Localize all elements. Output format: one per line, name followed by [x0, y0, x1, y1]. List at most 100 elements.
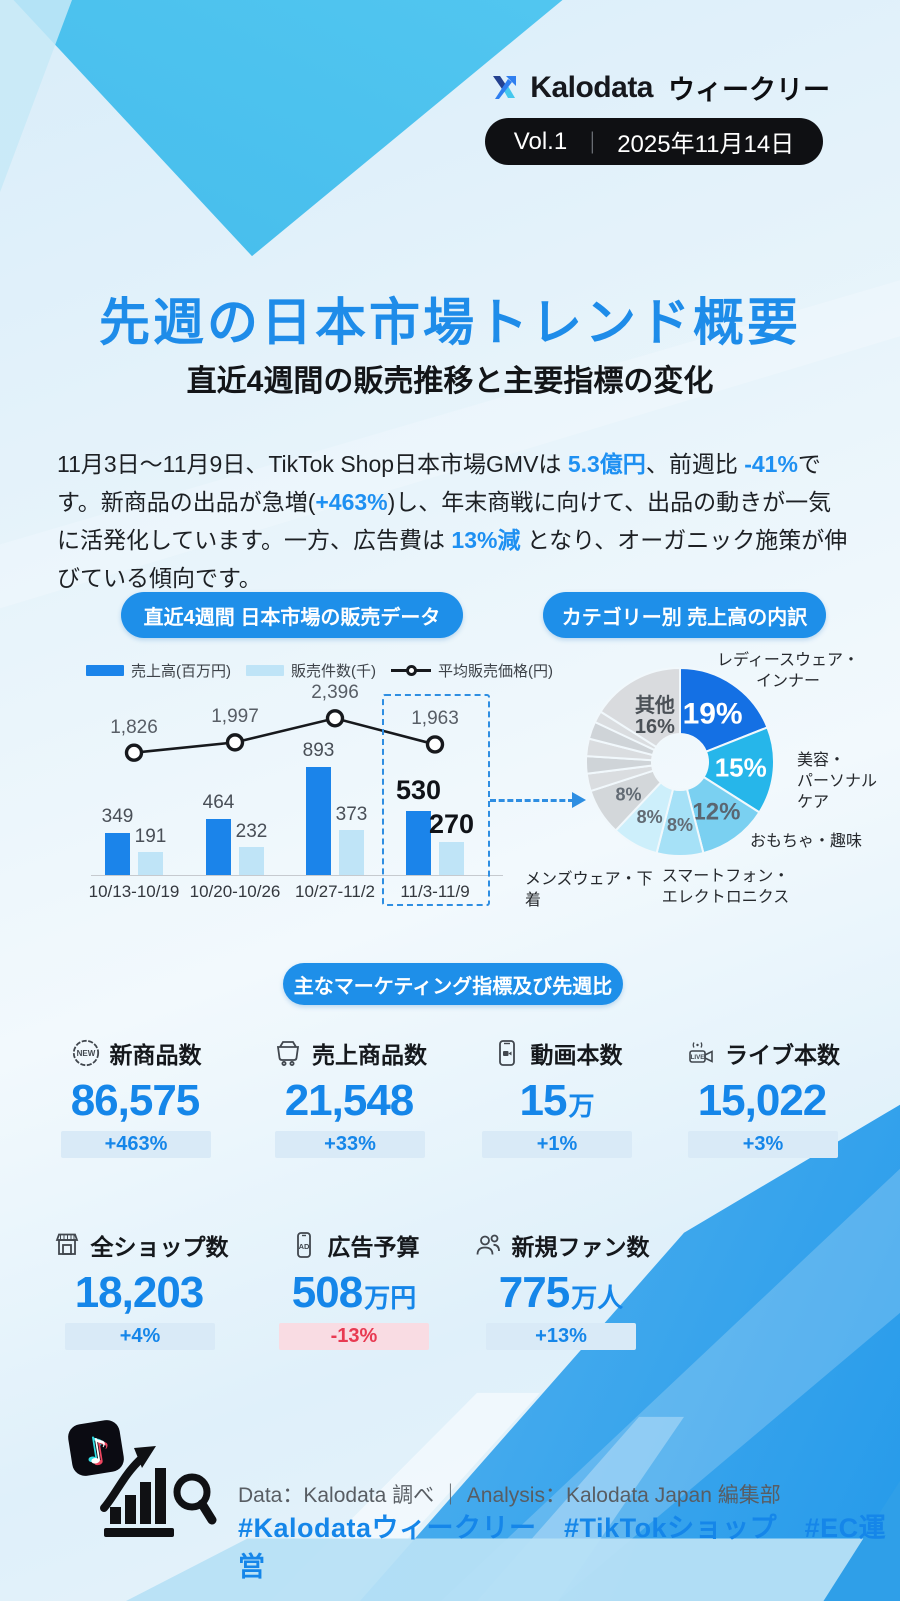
metric-card-lives: LIVE ライブ本数 15,022 +3% [653, 1036, 873, 1158]
cart-icon [276, 1041, 300, 1066]
magnifier-icon [173, 1473, 217, 1525]
avg-price-label: 1,826 [110, 716, 158, 738]
volume-label: Vol.1 [513, 127, 568, 155]
svg-text:LIVE: LIVE [691, 1054, 705, 1061]
orders-value-label: 232 [235, 820, 268, 842]
avg-price-label: 1,963 [411, 708, 459, 730]
metric-head: LIVE ライブ本数 [686, 1036, 840, 1070]
pie-label-toys: おもちゃ・趣味 [750, 833, 863, 850]
metric-value: 21,548 [284, 1076, 415, 1125]
sales-bar [406, 810, 431, 875]
brand-row: Kalodata ウィークリー [0, 68, 830, 107]
new-badge-icon: NEW [72, 1039, 99, 1067]
metric-value: 15 万 [519, 1076, 595, 1125]
metric-head: 新規ファン数 [473, 1228, 650, 1262]
orders-value-label: 373 [335, 803, 368, 825]
orders-bar [239, 846, 264, 875]
category-label: 10/27-11/2 [294, 882, 376, 901]
metric-change-badge: +3% [688, 1131, 838, 1158]
page-subtitle: 直近4週間の販売推移と主要指標の変化 [186, 365, 714, 398]
metric-card-sold-products: 売上商品数 21,548 +33% [240, 1036, 460, 1158]
sales-value-label: 464 [202, 791, 235, 813]
svg-text:AD: AD [298, 1242, 309, 1251]
category-label: 10/20-10/26 [189, 882, 281, 901]
metric-label: 動画本数 [530, 1042, 623, 1068]
avg-price-point [425, 735, 445, 754]
metric-value: 86,575 [70, 1076, 201, 1125]
metric-change-badge: +33% [275, 1131, 425, 1158]
metric-change-badge: +4% [65, 1323, 215, 1350]
metric-change-badge: +463% [61, 1131, 211, 1158]
link-arrow-head [572, 792, 586, 808]
metric-head: 売上商品数 [273, 1036, 427, 1070]
volume-date-badge: Vol.1 ｜ 2025年11月14日 [485, 118, 823, 165]
metric-label: ライブ本数 [725, 1042, 840, 1068]
section-header-category-share: カテゴリー別 売上高の内訳 [543, 592, 826, 638]
intro-paragraph: 11月3日～11月9日、TikTok Shop日本市場GMVは 5.3億円、前週… [57, 445, 849, 597]
metric-change-badge: +1% [482, 1131, 632, 1158]
tiktok-icon: ♪ ♪ ♪ [68, 1420, 124, 1476]
pie-slice [679, 666, 769, 753]
metric-change-badge: -13% [279, 1323, 429, 1350]
pie-percent-label: 其他 [635, 693, 675, 717]
phone-ad-icon: AD [296, 1232, 311, 1258]
kalodata-logo-icon [493, 75, 517, 99]
metric-card-shops: 全ショップ数 18,203 +4% [30, 1228, 250, 1350]
metric-value: 775 万人 [498, 1268, 624, 1317]
bar-chart-icon [100, 1446, 174, 1537]
issue-date: 2025年11月14日 [617, 131, 795, 158]
legend-label-avg-price: 平均販売価格(円) [438, 663, 553, 680]
avg-price-point [124, 743, 144, 762]
intro-text: です。新商品の出品が急増( [57, 451, 821, 515]
legend-label-orders: 販売件数(千) [291, 663, 376, 680]
orders-value-label: 191 [134, 825, 167, 847]
metric-card-videos: 動画本数 15 万 +1% [447, 1036, 667, 1158]
pie-label-menswear: メンズウェア・下着 [525, 871, 653, 909]
pie-percent-label: 12% [692, 799, 740, 826]
metric-head: NEW 新商品数 [71, 1036, 202, 1070]
orders-bar [138, 851, 163, 875]
live-camera-icon: LIVE [689, 1042, 713, 1063]
chart-legend: 売上高(百万円) 販売件数(千) 平均販売価格(円) [86, 660, 561, 681]
chart-baseline [91, 875, 503, 876]
brand-name: Kalodata [530, 70, 653, 104]
legend-label-sales: 売上高(百万円) [131, 663, 231, 680]
section-header-sales-data: 直近4週間 日本市場の販売データ [121, 592, 463, 638]
metric-label: 新商品数 [109, 1042, 202, 1068]
legend-swatch-sales [86, 665, 124, 676]
sales-bar [105, 832, 130, 875]
pie-percent-label: 8% [615, 785, 641, 805]
intro-text: )し、年末商戦に向けて、出品の動きが一気に活発化しています。一方、広告費は [57, 489, 832, 553]
metric-head: AD 広告予算 [289, 1228, 420, 1262]
svg-text:NEW: NEW [76, 1049, 95, 1058]
sales-bar [206, 818, 231, 875]
legend-swatch-orders [246, 665, 284, 676]
sales-value-label: 530 [395, 774, 442, 805]
section-header-metrics: 主なマーケティング指標及び先週比 [283, 963, 623, 1005]
avg-price-label: 2,396 [311, 682, 359, 704]
footer-hashtags: #Kalodataウィークリー #TikTokショップ #EC運営 [238, 1513, 887, 1582]
people-icon [476, 1234, 500, 1255]
pie-percent-label: 16% [635, 716, 675, 738]
metric-value: 15,022 [697, 1076, 828, 1125]
intro-text: 、前週比 [645, 451, 745, 477]
sales-bar [306, 766, 331, 875]
brand-suffix: ウィークリー [668, 75, 830, 105]
intro-highlight: 5.3億円 [567, 451, 646, 477]
legend-line-marker [391, 665, 431, 676]
sales-value-label: 349 [101, 805, 134, 827]
pie-percent-label: 19% [683, 698, 743, 731]
avg-price-line [124, 709, 445, 762]
metric-card-new-products: NEW 新商品数 86,575 +463% [26, 1036, 246, 1158]
pie-slice [599, 666, 681, 749]
metric-value: 18,203 [74, 1268, 205, 1317]
orders-value-label: 270 [428, 809, 475, 840]
intro-text: 11月3日～11月9日、TikTok Shop日本市場GMVは [57, 451, 568, 477]
highlight-week-box [382, 694, 490, 906]
intro-text: となり、オーガニック施策が伸びている傾向です。 [57, 527, 848, 591]
pie-label-ladieswear: レディースウェア・ インナー [716, 652, 860, 690]
metric-label: 全ショップ数 [90, 1234, 229, 1260]
avg-price-point [225, 733, 245, 752]
